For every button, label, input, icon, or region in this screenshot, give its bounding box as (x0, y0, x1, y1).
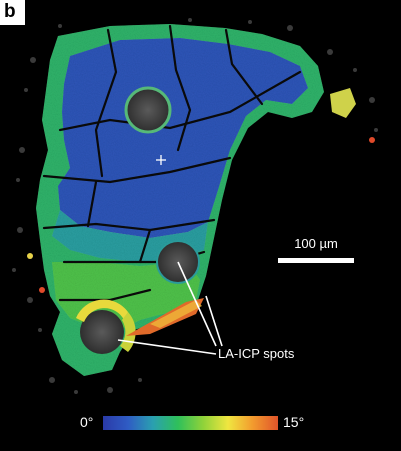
right-yellow-fragment (330, 88, 356, 118)
scale-bar (278, 258, 354, 263)
laser-pit-lower (80, 310, 124, 354)
panel-label: b (4, 1, 16, 22)
blue-core-region (58, 38, 308, 238)
laser-pit-upper (124, 86, 172, 134)
red-fragment-right (369, 137, 375, 143)
colorbar-max-label: 15° (283, 414, 305, 430)
panel-label-box: b (0, 0, 25, 25)
crosshair-marker (156, 155, 166, 165)
annotation-leaders (117, 261, 223, 355)
scale-bar-label: 100 µm (294, 236, 338, 251)
yellow-wedge-edge (150, 300, 202, 328)
misorientation-colorbar (103, 416, 278, 430)
noise-halo (12, 18, 378, 394)
la-icp-spots-label: LA-ICP spots (218, 346, 295, 361)
yellow-fragment-left (27, 253, 33, 259)
high-misorientation-rim (76, 299, 128, 322)
red-fragment-left (39, 287, 45, 293)
colorbar-min-label: 0° (80, 414, 94, 430)
